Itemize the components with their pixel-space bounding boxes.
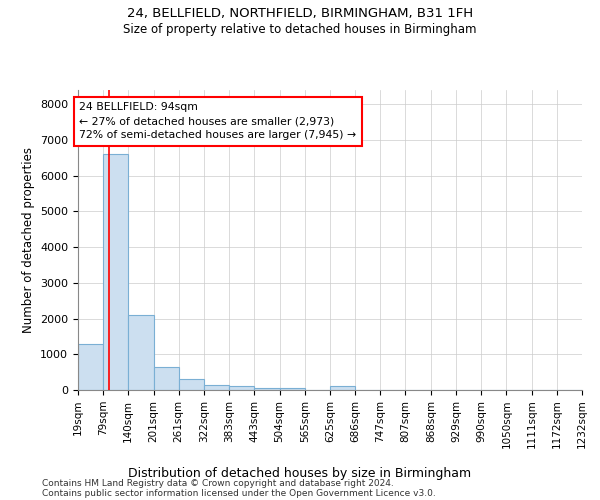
Bar bbox=[179, 380, 204, 390]
Text: Contains public sector information licensed under the Open Government Licence v3: Contains public sector information licen… bbox=[42, 488, 436, 498]
Bar bbox=[330, 386, 355, 390]
Text: Size of property relative to detached houses in Birmingham: Size of property relative to detached ho… bbox=[123, 22, 477, 36]
Text: 24, BELLFIELD, NORTHFIELD, BIRMINGHAM, B31 1FH: 24, BELLFIELD, NORTHFIELD, BIRMINGHAM, B… bbox=[127, 8, 473, 20]
Bar bbox=[254, 388, 280, 390]
Bar bbox=[280, 388, 305, 390]
Text: Contains HM Land Registry data © Crown copyright and database right 2024.: Contains HM Land Registry data © Crown c… bbox=[42, 478, 394, 488]
Bar bbox=[204, 384, 229, 390]
Text: Distribution of detached houses by size in Birmingham: Distribution of detached houses by size … bbox=[128, 467, 472, 480]
Bar bbox=[78, 344, 103, 390]
Text: 24 BELLFIELD: 94sqm
← 27% of detached houses are smaller (2,973)
72% of semi-det: 24 BELLFIELD: 94sqm ← 27% of detached ho… bbox=[79, 102, 356, 141]
Bar bbox=[154, 367, 179, 390]
Y-axis label: Number of detached properties: Number of detached properties bbox=[22, 147, 35, 333]
Bar bbox=[128, 315, 154, 390]
Bar bbox=[103, 154, 128, 390]
Bar bbox=[229, 386, 254, 390]
